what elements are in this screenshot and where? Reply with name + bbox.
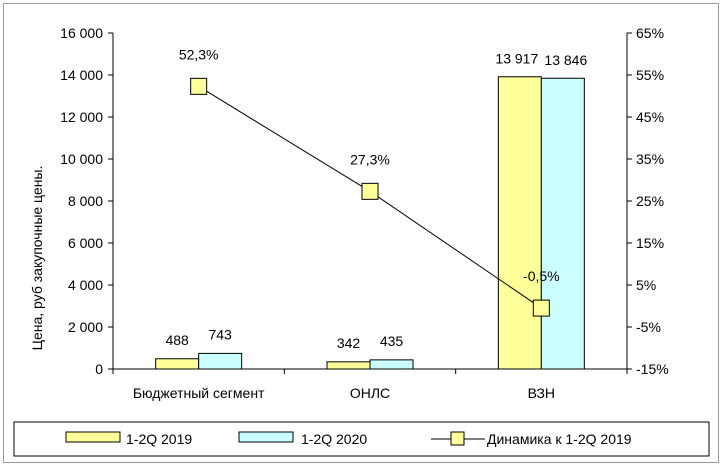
bar-value-label: 13 917	[495, 51, 538, 67]
line-marker	[532, 299, 550, 317]
y-tick-label: 8 000	[68, 193, 103, 209]
y2-tick-label: 55%	[636, 67, 664, 83]
bar	[155, 358, 200, 370]
y2-tick-label: 25%	[636, 193, 664, 209]
y2-tick-label: -15%	[636, 361, 669, 377]
y-axis-title: Цена, руб закупочные цены.	[29, 166, 45, 351]
legend: 1-2Q 2019 1-2Q 2020 Динамика к 1-2Q 2019	[13, 421, 710, 457]
legend-label: 1-2Q 2020	[301, 431, 367, 447]
x-tick-label: ОНЛС	[350, 385, 390, 401]
plot-area: 0 2 000 4 000 6 000 8 000 10 000 12 000 14 000 1…	[60, 25, 669, 401]
y2-tick-label: 65%	[636, 25, 664, 41]
bar-value-label: 743	[208, 326, 232, 342]
y-tick-label: 14 000	[60, 67, 103, 83]
legend-swatch	[65, 431, 121, 443]
line-value-label: 27,3%	[350, 151, 390, 167]
chart-frame	[3, 3, 719, 463]
y-tick-label: 6 000	[68, 235, 103, 251]
legend-label: Динамика к 1-2Q 2019	[487, 431, 632, 447]
y2-tick-label: 5%	[636, 277, 656, 293]
bar	[326, 361, 371, 370]
y-tick-label: 4 000	[68, 277, 103, 293]
line-marker	[190, 77, 208, 95]
line-marker	[361, 182, 379, 200]
y2-tick-label: 35%	[636, 151, 664, 167]
y-tick-label: 16 000	[60, 25, 103, 41]
bar-value-label: 435	[380, 333, 404, 349]
y2-tick-label: 45%	[636, 109, 664, 125]
bar-value-label: 13 846	[544, 52, 587, 68]
y2-tick-label: -5%	[636, 319, 661, 335]
x-tick-label: Бюджетный сегмент	[133, 385, 265, 401]
legend-marker	[450, 431, 465, 446]
y-tick-label: 10 000	[60, 151, 103, 167]
legend-swatch	[238, 431, 294, 443]
bar	[369, 359, 414, 370]
bar-value-label: 488	[165, 332, 189, 348]
line-value-label: 52,3%	[179, 46, 219, 62]
y-tick-label: 0	[95, 361, 103, 377]
legend-box	[13, 421, 710, 457]
y-tick-label: 2 000	[68, 319, 103, 335]
bar	[540, 77, 585, 370]
x-tick-label: ВЗН	[528, 385, 555, 401]
line-value-label: -0,5%	[523, 268, 560, 284]
bar	[198, 352, 243, 370]
bar-value-label: 342	[337, 335, 361, 351]
y2-tick-label: 15%	[636, 235, 664, 251]
bar	[497, 76, 542, 370]
legend-label: 1-2Q 2019	[126, 431, 192, 447]
y-tick-label: 12 000	[60, 109, 103, 125]
